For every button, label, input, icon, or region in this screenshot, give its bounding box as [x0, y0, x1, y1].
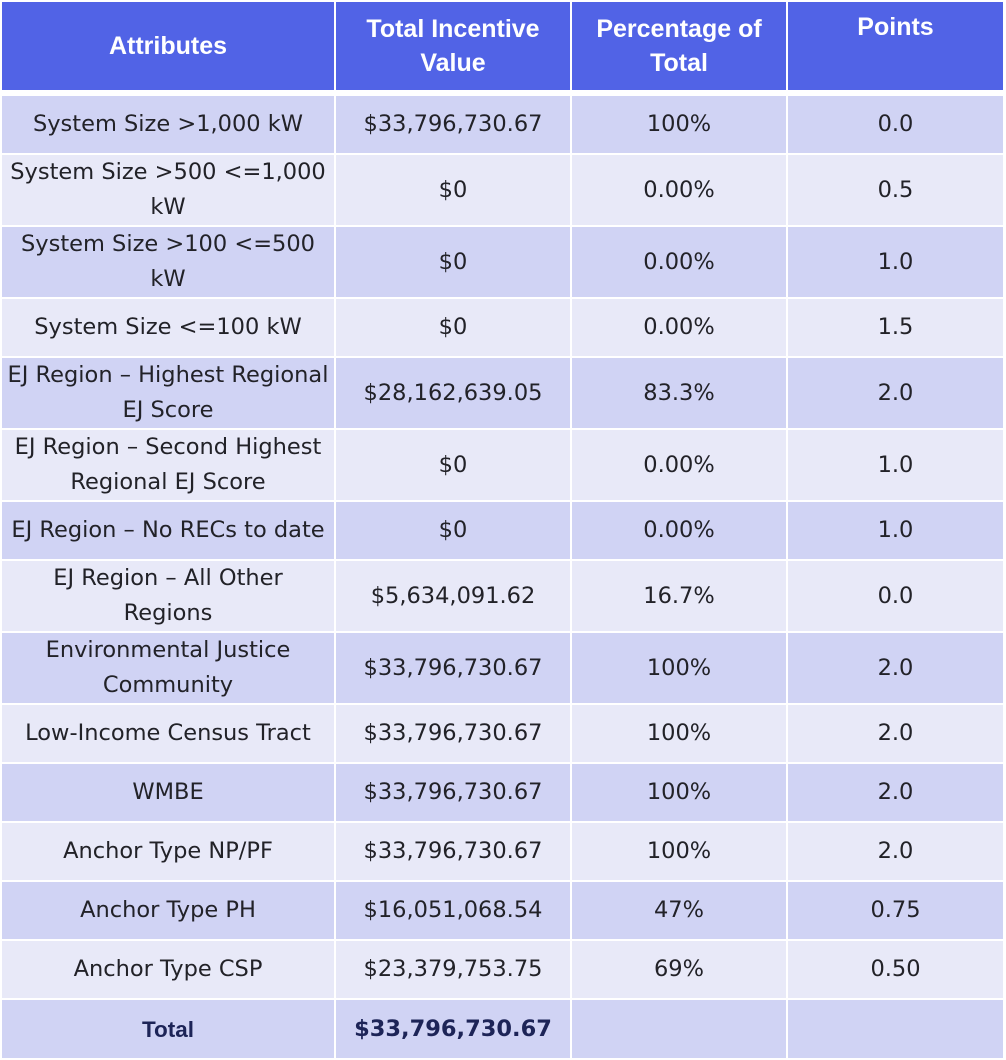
value-cell: $5,634,091.62: [334, 559, 572, 633]
attribute-cell: WMBE: [0, 762, 336, 823]
percent-cell: 100%: [570, 821, 788, 882]
total-value: $33,796,730.67: [334, 998, 572, 1060]
attribute-cell: Anchor Type PH: [0, 880, 336, 941]
table-row: EJ Region – Second Highest Regional EJ S…: [0, 428, 1005, 502]
value-cell: $0: [334, 428, 572, 502]
total-points: [786, 998, 1005, 1060]
points-cell: 0.0: [786, 92, 1005, 155]
value-cell: $0: [334, 297, 572, 358]
header-attributes: Attributes: [0, 0, 336, 96]
value-cell: $0: [334, 225, 572, 299]
percent-cell: 0.00%: [570, 500, 788, 561]
points-cell: 0.50: [786, 939, 1005, 1000]
percent-cell: 0.00%: [570, 297, 788, 358]
table-row: System Size >500 <=1,000 kW $0 0.00% 0.5: [0, 153, 1005, 227]
percent-cell: 100%: [570, 631, 788, 705]
value-cell: $33,796,730.67: [334, 92, 572, 155]
points-cell: 0.0: [786, 559, 1005, 633]
attribute-cell: Low-Income Census Tract: [0, 703, 336, 764]
value-cell: $16,051,068.54: [334, 880, 572, 941]
percent-cell: 47%: [570, 880, 788, 941]
table-row: EJ Region – All Other Regions $5,634,091…: [0, 559, 1005, 633]
header-points: Points: [786, 0, 1005, 96]
points-cell: 1.0: [786, 428, 1005, 502]
table-row: WMBE $33,796,730.67 100% 2.0: [0, 762, 1005, 823]
attribute-cell: Anchor Type NP/PF: [0, 821, 336, 882]
attribute-cell: EJ Region – No RECs to date: [0, 500, 336, 561]
attribute-cell: System Size >1,000 kW: [0, 92, 336, 155]
value-cell: $33,796,730.67: [334, 821, 572, 882]
value-cell: $0: [334, 153, 572, 227]
points-cell: 0.75: [786, 880, 1005, 941]
header-percentage-of-total: Percentage of Total: [570, 0, 788, 96]
points-cell: 2.0: [786, 356, 1005, 430]
value-cell: $33,796,730.67: [334, 703, 572, 764]
table-header-row: Attributes Total Incentive Value Percent…: [0, 0, 1005, 96]
total-percent: [570, 998, 788, 1060]
percent-cell: 100%: [570, 92, 788, 155]
points-cell: 1.5: [786, 297, 1005, 358]
percent-cell: 83.3%: [570, 356, 788, 430]
value-cell: $23,379,753.75: [334, 939, 572, 1000]
percent-cell: 100%: [570, 762, 788, 823]
attribute-cell: Environmental Justice Community: [0, 631, 336, 705]
percent-cell: 0.00%: [570, 153, 788, 227]
value-cell: $33,796,730.67: [334, 762, 572, 823]
points-cell: 1.0: [786, 225, 1005, 299]
attribute-cell: Anchor Type CSP: [0, 939, 336, 1000]
percent-cell: 100%: [570, 703, 788, 764]
points-cell: 2.0: [786, 762, 1005, 823]
points-cell: 2.0: [786, 703, 1005, 764]
attribute-cell: System Size <=100 kW: [0, 297, 336, 358]
attribute-cell: EJ Region – Second Highest Regional EJ S…: [0, 428, 336, 502]
percent-cell: 69%: [570, 939, 788, 1000]
total-row: Total $33,796,730.67: [0, 998, 1005, 1060]
value-cell: $33,796,730.67: [334, 631, 572, 705]
value-cell: $0: [334, 500, 572, 561]
table-row: Anchor Type PH $16,051,068.54 47% 0.75: [0, 880, 1005, 941]
percent-cell: 16.7%: [570, 559, 788, 633]
points-cell: 1.0: [786, 500, 1005, 561]
table-row: System Size >1,000 kW $33,796,730.67 100…: [0, 92, 1005, 155]
table-row: EJ Region – No RECs to date $0 0.00% 1.0: [0, 500, 1005, 561]
points-cell: 2.0: [786, 631, 1005, 705]
attribute-cell: EJ Region – All Other Regions: [0, 559, 336, 633]
header-total-incentive-value: Total Incentive Value: [334, 0, 572, 96]
total-label: Total: [0, 998, 336, 1060]
table-row: Environmental Justice Community $33,796,…: [0, 631, 1005, 705]
table-row: System Size >100 <=500 kW $0 0.00% 1.0: [0, 225, 1005, 299]
table-row: Anchor Type CSP $23,379,753.75 69% 0.50: [0, 939, 1005, 1000]
attribute-cell: System Size >500 <=1,000 kW: [0, 153, 336, 227]
points-cell: 2.0: [786, 821, 1005, 882]
table-row: Anchor Type NP/PF $33,796,730.67 100% 2.…: [0, 821, 1005, 882]
value-cell: $28,162,639.05: [334, 356, 572, 430]
points-cell: 0.5: [786, 153, 1005, 227]
attribute-cell: System Size >100 <=500 kW: [0, 225, 336, 299]
table-row: System Size <=100 kW $0 0.00% 1.5: [0, 297, 1005, 358]
percent-cell: 0.00%: [570, 225, 788, 299]
table-row: EJ Region – Highest Regional EJ Score $2…: [0, 356, 1005, 430]
attribute-cell: EJ Region – Highest Regional EJ Score: [0, 356, 336, 430]
percent-cell: 0.00%: [570, 428, 788, 502]
table-row: Low-Income Census Tract $33,796,730.67 1…: [0, 703, 1005, 764]
